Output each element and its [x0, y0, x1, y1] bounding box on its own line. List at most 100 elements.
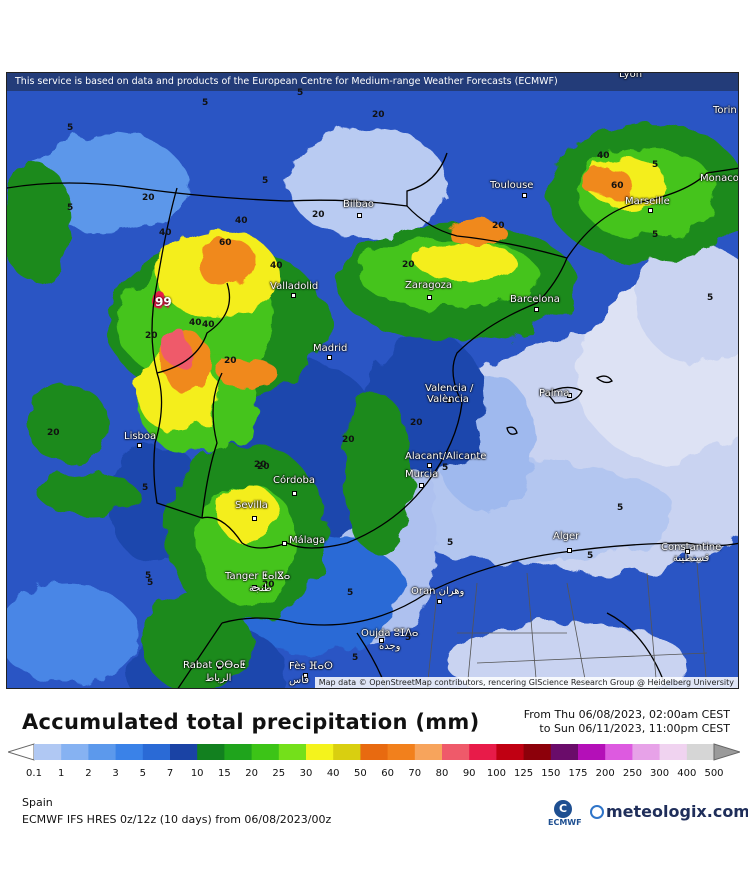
contour-label-peak: 99 — [155, 295, 172, 309]
contour-label: 20 — [492, 221, 505, 231]
city-label: Toulouse — [490, 180, 534, 191]
globe-icon — [590, 805, 604, 819]
legend-tick-label: 50 — [354, 768, 367, 779]
city-label: Málaga — [289, 535, 326, 546]
legend-tick-label: 90 — [462, 768, 476, 779]
contour-label: 5 — [262, 176, 269, 186]
contour-label: 20 — [312, 210, 325, 220]
legend-swatch — [605, 744, 633, 760]
period-to: to Sun 06/11/2023, 11:00pm CEST — [539, 722, 730, 735]
city-marker — [379, 638, 384, 643]
city-marker — [419, 483, 424, 488]
legend-swatch — [224, 744, 253, 760]
city-marker — [427, 295, 432, 300]
city-label: Lyon — [619, 72, 643, 80]
period-from: From Thu 06/08/2023, 02:00am CEST — [523, 708, 730, 721]
city-marker — [291, 293, 296, 298]
ecmwf-logo: C ECMWF — [548, 800, 582, 827]
legend-tick-label: 40 — [326, 768, 340, 779]
legend-arrow-min — [8, 743, 35, 761]
ecmwf-icon: C — [554, 800, 572, 818]
city-marker — [567, 548, 572, 553]
city-marker — [522, 193, 527, 198]
city-label: الرباط — [205, 673, 232, 684]
city-marker — [534, 307, 539, 312]
legend-swatch — [659, 744, 688, 760]
contour-label: 5 — [202, 98, 209, 108]
contour-label: 5 — [67, 123, 74, 133]
legend-tick-label: 15 — [218, 768, 231, 779]
city-label: Barcelona — [510, 294, 560, 305]
legend-swatch — [632, 744, 661, 760]
city-label: Madrid — [313, 343, 348, 354]
legend-swatch — [197, 744, 225, 760]
city-label: Oujda ⵓⵊⴷⴰ — [361, 628, 419, 639]
city-label: Alger — [553, 531, 580, 542]
legend-tick-label: 400 — [677, 768, 697, 779]
city-marker — [357, 213, 362, 218]
legend-tick-label: 125 — [514, 768, 534, 779]
legend-swatch — [469, 744, 497, 760]
legend-tick-label: 175 — [568, 768, 588, 779]
brand-label: meteologix.com — [606, 802, 748, 821]
region-label: Spain — [22, 796, 53, 809]
contour-label: 5 — [147, 578, 154, 588]
legend-swatch — [61, 744, 89, 760]
contour-label: 5 — [297, 88, 304, 98]
city-marker — [282, 541, 287, 546]
legend-tick-label: 20 — [245, 768, 258, 779]
city-label: València — [427, 394, 469, 405]
city-label: Córdoba — [273, 475, 315, 486]
city-label: Sevilla — [235, 500, 268, 511]
legend-tick-label: 100 — [486, 768, 506, 779]
contour-label: 5 — [67, 203, 74, 213]
legend-tick-label: 80 — [435, 768, 449, 779]
city-label: وجدة — [379, 641, 401, 652]
contour-label: 5 — [652, 160, 659, 170]
city-label: Monaco — [700, 173, 739, 184]
contour-label: 5 — [405, 633, 412, 643]
precipitation-map[interactable]: This service is based on data and produc… — [6, 72, 739, 689]
contour-label: 40 — [270, 261, 283, 271]
city-label: Valencia / — [425, 383, 474, 394]
city-label: Bilbao — [343, 199, 375, 210]
contour-label: 20 — [262, 580, 275, 590]
legend-swatch — [414, 744, 443, 760]
contour-label: 5 — [617, 503, 624, 513]
legend-arrow-max — [713, 743, 740, 761]
legend-swatch — [34, 744, 62, 760]
contour-label: 5 — [587, 551, 594, 561]
legend-swatch — [523, 744, 552, 760]
legend-tick-label: 5 — [139, 768, 146, 779]
legend-tick-label: 1 — [58, 768, 65, 779]
city-marker — [447, 398, 452, 403]
legend-swatch — [142, 744, 171, 760]
city-label: Rabat ⵔⴱⴰⵟ — [183, 660, 246, 671]
contour-label: 40 — [597, 151, 610, 161]
city-label: Constantine — [661, 542, 722, 553]
contour-label: 40 — [159, 228, 172, 238]
contour-label: 20 — [145, 331, 158, 341]
legend-tick-label: 0.1 — [26, 768, 42, 779]
meteologix-logo[interactable]: meteologix.com — [590, 802, 748, 821]
city-marker — [427, 463, 432, 468]
legend-swatch — [496, 744, 525, 760]
contour-label: 20 — [224, 356, 237, 366]
legend-tick-label: 200 — [595, 768, 615, 779]
legend-swatch — [306, 744, 334, 760]
map-title: Accumulated total precipitation (mm) — [22, 710, 480, 734]
contour-label: 5 — [145, 571, 152, 581]
city-label: Fès ⴼⴰⵙ — [289, 661, 333, 672]
legend-tick-label: 10 — [190, 768, 204, 779]
city-label: Oran وهران — [411, 586, 465, 597]
city-marker — [567, 393, 572, 398]
legend-tick-label: 25 — [272, 768, 286, 779]
contour-label: 20 — [372, 110, 385, 120]
city-marker — [252, 516, 257, 521]
city-marker — [327, 355, 332, 360]
contour-label: 5 — [142, 483, 149, 493]
city-marker — [303, 673, 308, 678]
map-canvas — [7, 73, 738, 688]
city-label: قسنطينة — [673, 553, 710, 564]
contour-label: 20 — [402, 260, 415, 270]
